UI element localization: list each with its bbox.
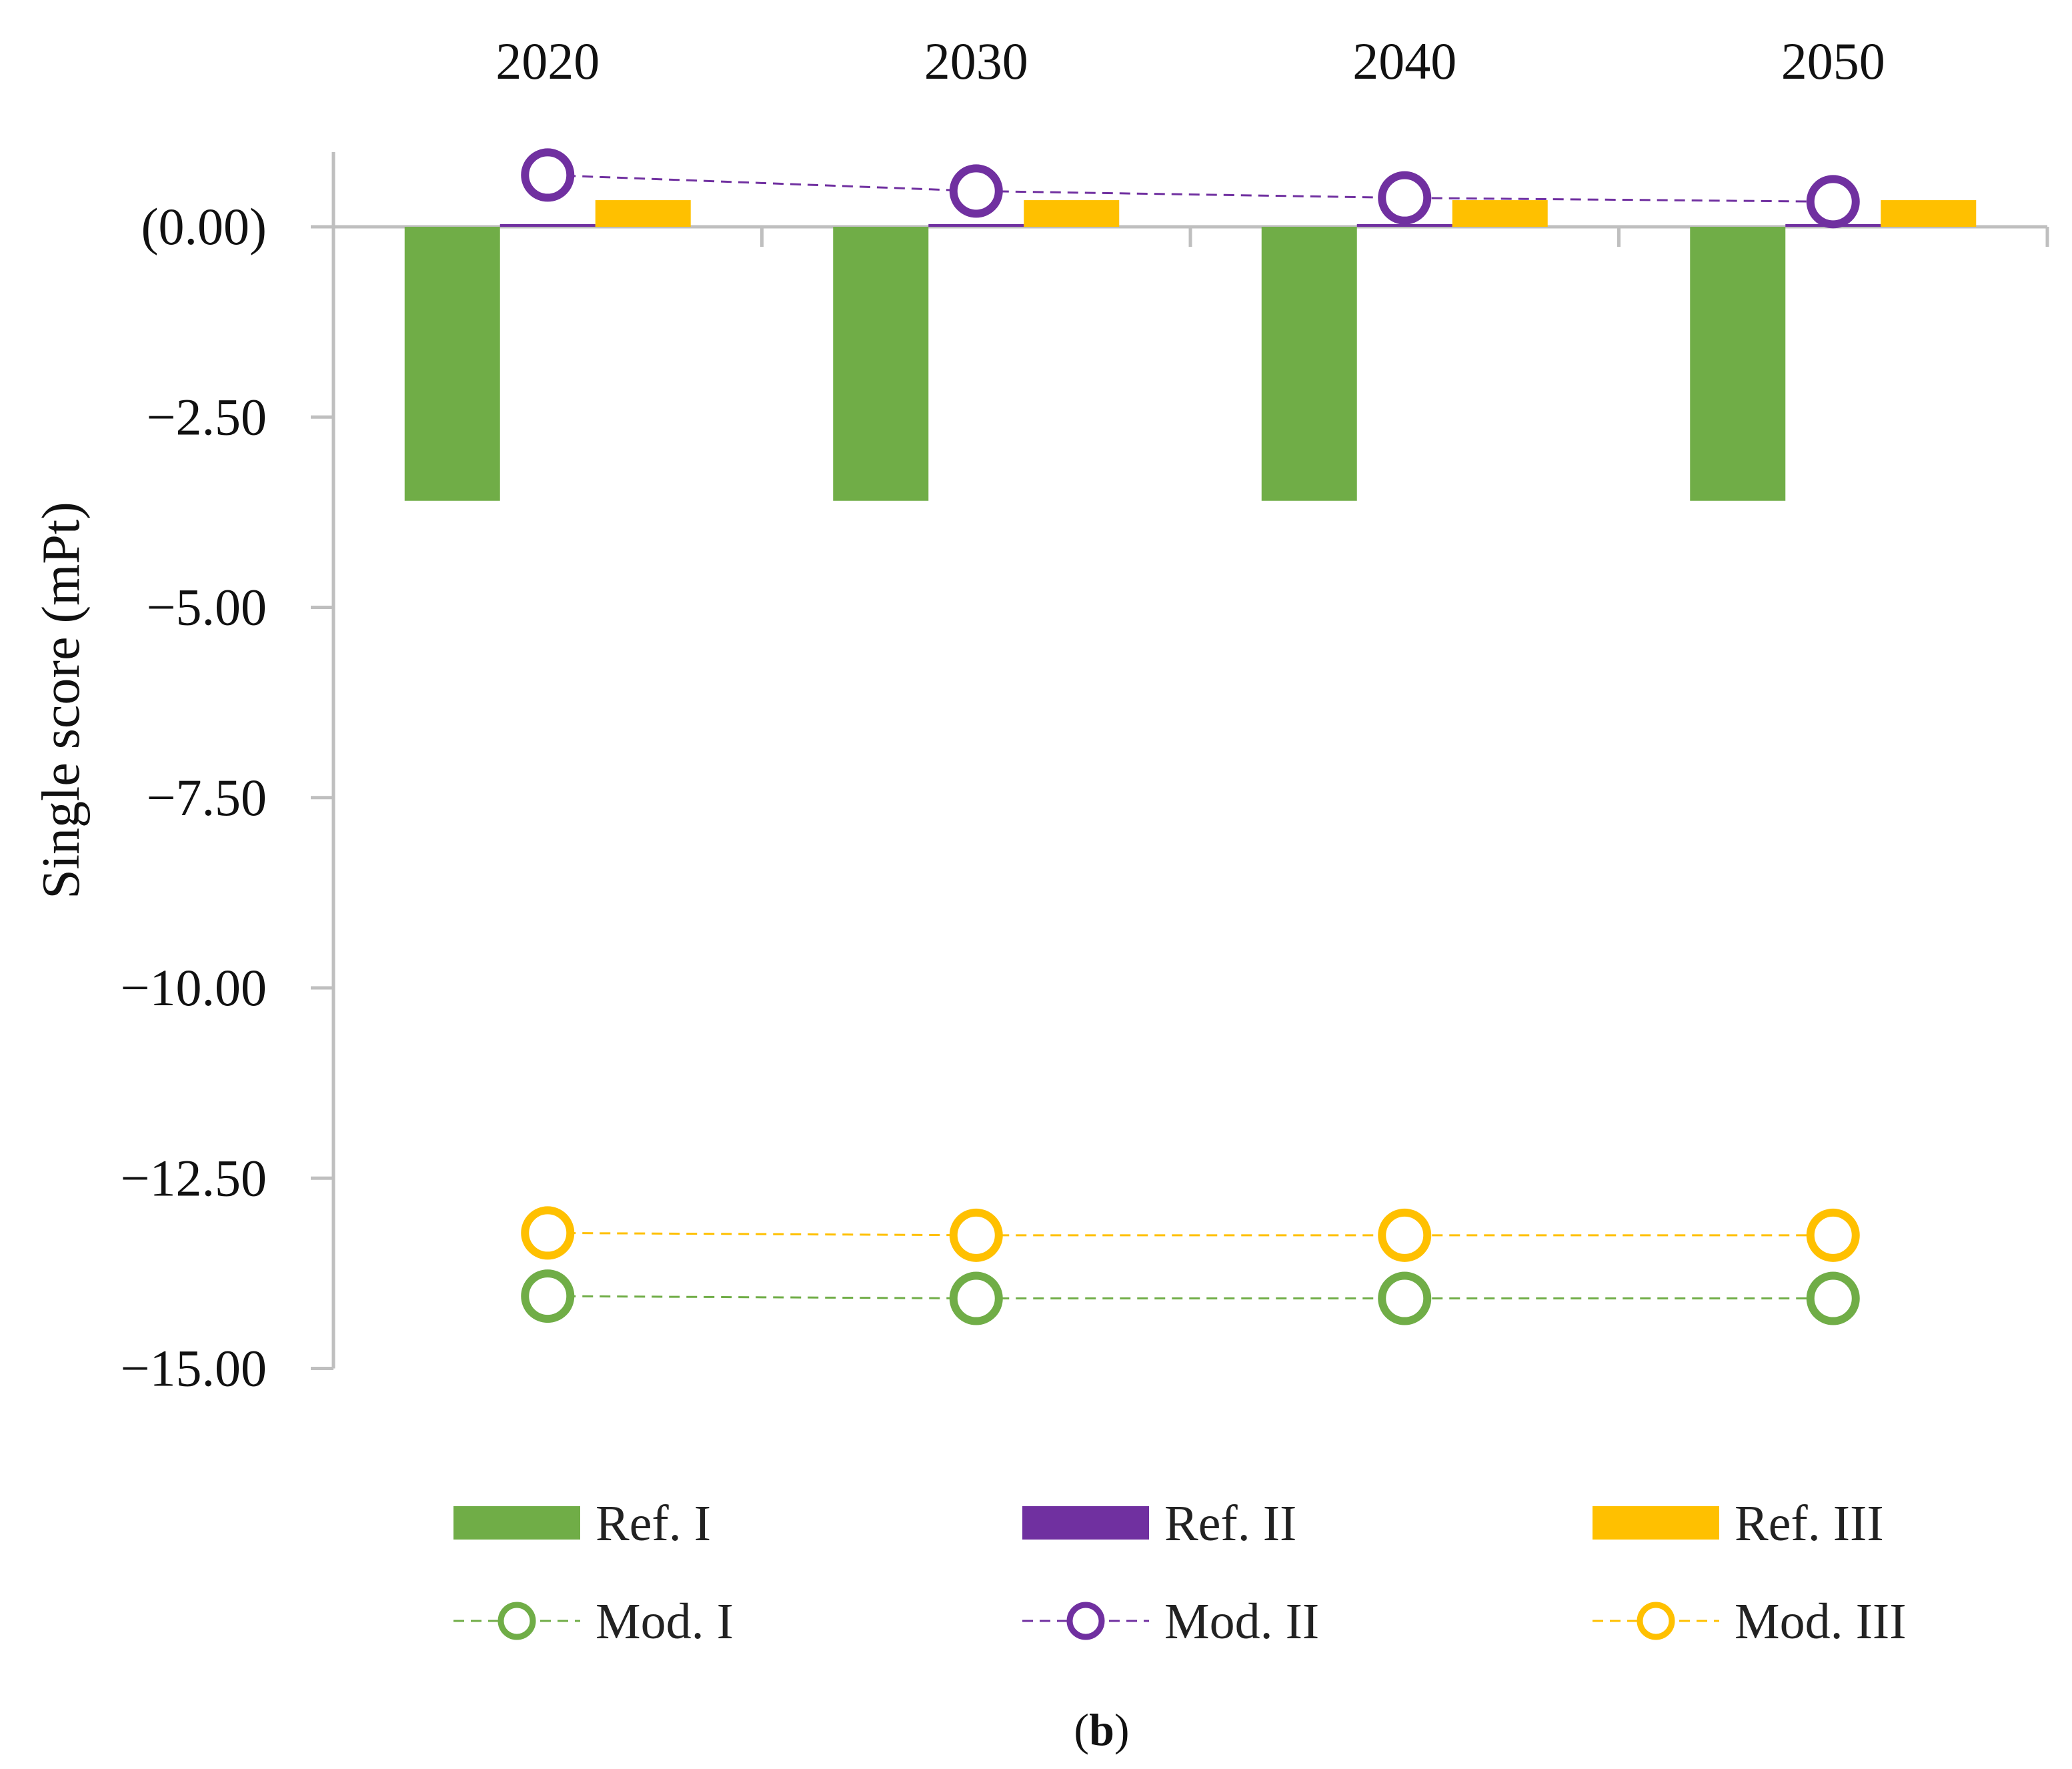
bars xyxy=(404,200,1977,501)
x-tick-label: 2040 xyxy=(1352,32,1456,90)
y-tick-label: −2.50 xyxy=(147,388,267,446)
point-mod-i2040 xyxy=(1378,1271,1432,1325)
point-mod-ii2020 xyxy=(521,148,575,202)
legend-label: Mod. II xyxy=(1164,1594,1319,1650)
line-mod-i xyxy=(548,1295,1833,1300)
x-tick-label: 2020 xyxy=(495,32,600,90)
point-mod-iii2030 xyxy=(949,1208,1003,1262)
y-tick-label: (0.00) xyxy=(141,197,267,255)
bar-ref-iii2030 xyxy=(1024,200,1120,227)
y-tick-label: −5.00 xyxy=(147,578,267,636)
legend-label: Ref. III xyxy=(1735,1496,1884,1552)
legend: Ref. I Ref. II Ref. III Mod. I Mod. II Mod. I… xyxy=(453,1496,1907,1650)
y-tick-label: −10.00 xyxy=(121,959,267,1017)
bar-ref-i2030 xyxy=(833,227,929,501)
legend-label: Mod. III xyxy=(1735,1594,1907,1650)
bar-ref-iii2020 xyxy=(595,200,691,227)
bar-ref-ii2020 xyxy=(499,224,596,227)
caption-close: ) xyxy=(1114,1704,1130,1755)
line-mod-ii xyxy=(548,173,1833,203)
point-mod-ii2030 xyxy=(949,164,1003,218)
legend-swatch xyxy=(1593,1506,1719,1540)
point-mod-iii2050 xyxy=(1806,1208,1860,1262)
bar-ref-i2050 xyxy=(1690,227,1786,501)
legend-marker xyxy=(497,1602,536,1640)
point-mod-iii2020 xyxy=(521,1206,575,1260)
axes-layer xyxy=(331,152,2047,1369)
legend-label: Mod. I xyxy=(596,1594,734,1650)
legend-label: Ref. I xyxy=(596,1496,711,1552)
y-tick-label: −7.50 xyxy=(147,768,267,826)
y-tick-label: −15.00 xyxy=(121,1339,267,1397)
y-tick-label: −12.50 xyxy=(121,1149,267,1207)
x-tick-label: 2030 xyxy=(924,32,1028,90)
caption-label: b xyxy=(1089,1704,1114,1755)
bar-ref-ii2040 xyxy=(1356,224,1452,227)
point-mod-i2050 xyxy=(1806,1271,1860,1325)
y-axis-title: Single score (mPt) xyxy=(32,502,91,899)
point-mod-ii2050 xyxy=(1806,175,1860,229)
legend-marker xyxy=(1637,1602,1675,1640)
legend-label: Ref. II xyxy=(1164,1496,1296,1552)
caption-open: ( xyxy=(1074,1704,1089,1755)
point-mod-ii2040 xyxy=(1378,171,1432,225)
bar-ref-i2020 xyxy=(404,227,500,501)
figure-caption: (b) xyxy=(1074,1704,1129,1755)
legend-marker xyxy=(1066,1602,1105,1640)
point-mod-i2020 xyxy=(521,1269,575,1323)
bar-ref-iii2040 xyxy=(1452,200,1548,227)
legend-swatch xyxy=(453,1506,580,1540)
x-tick-label: 2050 xyxy=(1781,32,1885,90)
y-ticks: (0.00) −2.50 −5.00 −7.50 −10.00 −12.50 −15.00 xyxy=(121,197,333,1397)
point-mod-iii2040 xyxy=(1378,1208,1432,1262)
bar-ref-ii2030 xyxy=(928,224,1024,227)
bar-ref-i2040 xyxy=(1261,227,1357,501)
legend-swatch xyxy=(1022,1506,1149,1540)
lines xyxy=(521,148,1860,1325)
point-mod-i2030 xyxy=(949,1271,1003,1325)
line-mod-iii xyxy=(548,1231,1833,1237)
x-ticks: 2020 2030 2040 2050 xyxy=(495,32,2049,247)
bar-ref-iii2050 xyxy=(1881,200,1977,227)
